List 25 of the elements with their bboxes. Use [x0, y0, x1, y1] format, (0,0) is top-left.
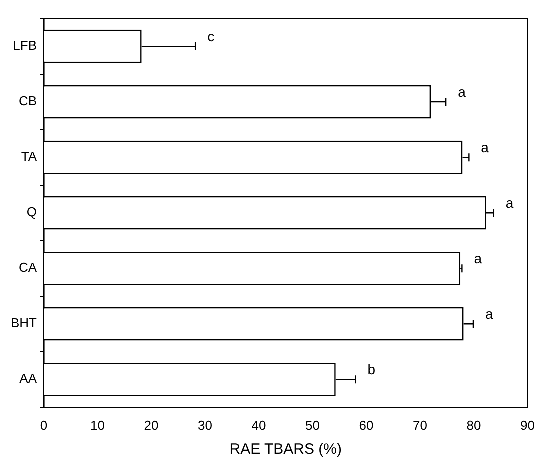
x-tick-label: 30 — [198, 418, 212, 433]
y-tick-label: LFB — [13, 38, 37, 54]
annotation: a — [485, 306, 494, 322]
annotation: c — [208, 28, 215, 44]
x-tick-label: 40 — [252, 418, 266, 433]
x-tick-label: 10 — [90, 418, 105, 433]
annotation: a — [474, 250, 482, 266]
y-tick-label: BHT — [11, 316, 38, 331]
x-tick-label: 70 — [413, 418, 428, 433]
x-tick-label: 90 — [520, 418, 536, 433]
x-tick-label: 20 — [144, 418, 159, 433]
annotation: b — [368, 362, 376, 378]
x-tick-label: 50 — [306, 418, 320, 433]
y-tick-label: Q — [26, 204, 37, 220]
x-tick-label: 0 — [40, 418, 48, 433]
y-tick-label: CB — [18, 94, 37, 109]
x-axis-title: RAE TBARS (%) — [230, 441, 342, 458]
annotation: a — [458, 84, 466, 100]
x-tick-label: 80 — [466, 418, 482, 433]
annotation: a — [506, 194, 514, 211]
x-tick-label: 60 — [359, 418, 374, 433]
y-tick-label: CA — [18, 260, 38, 276]
y-tick-label: TA — [21, 149, 38, 164]
annotation: a — [481, 139, 490, 156]
y-tick-label: AA — [20, 371, 38, 386]
